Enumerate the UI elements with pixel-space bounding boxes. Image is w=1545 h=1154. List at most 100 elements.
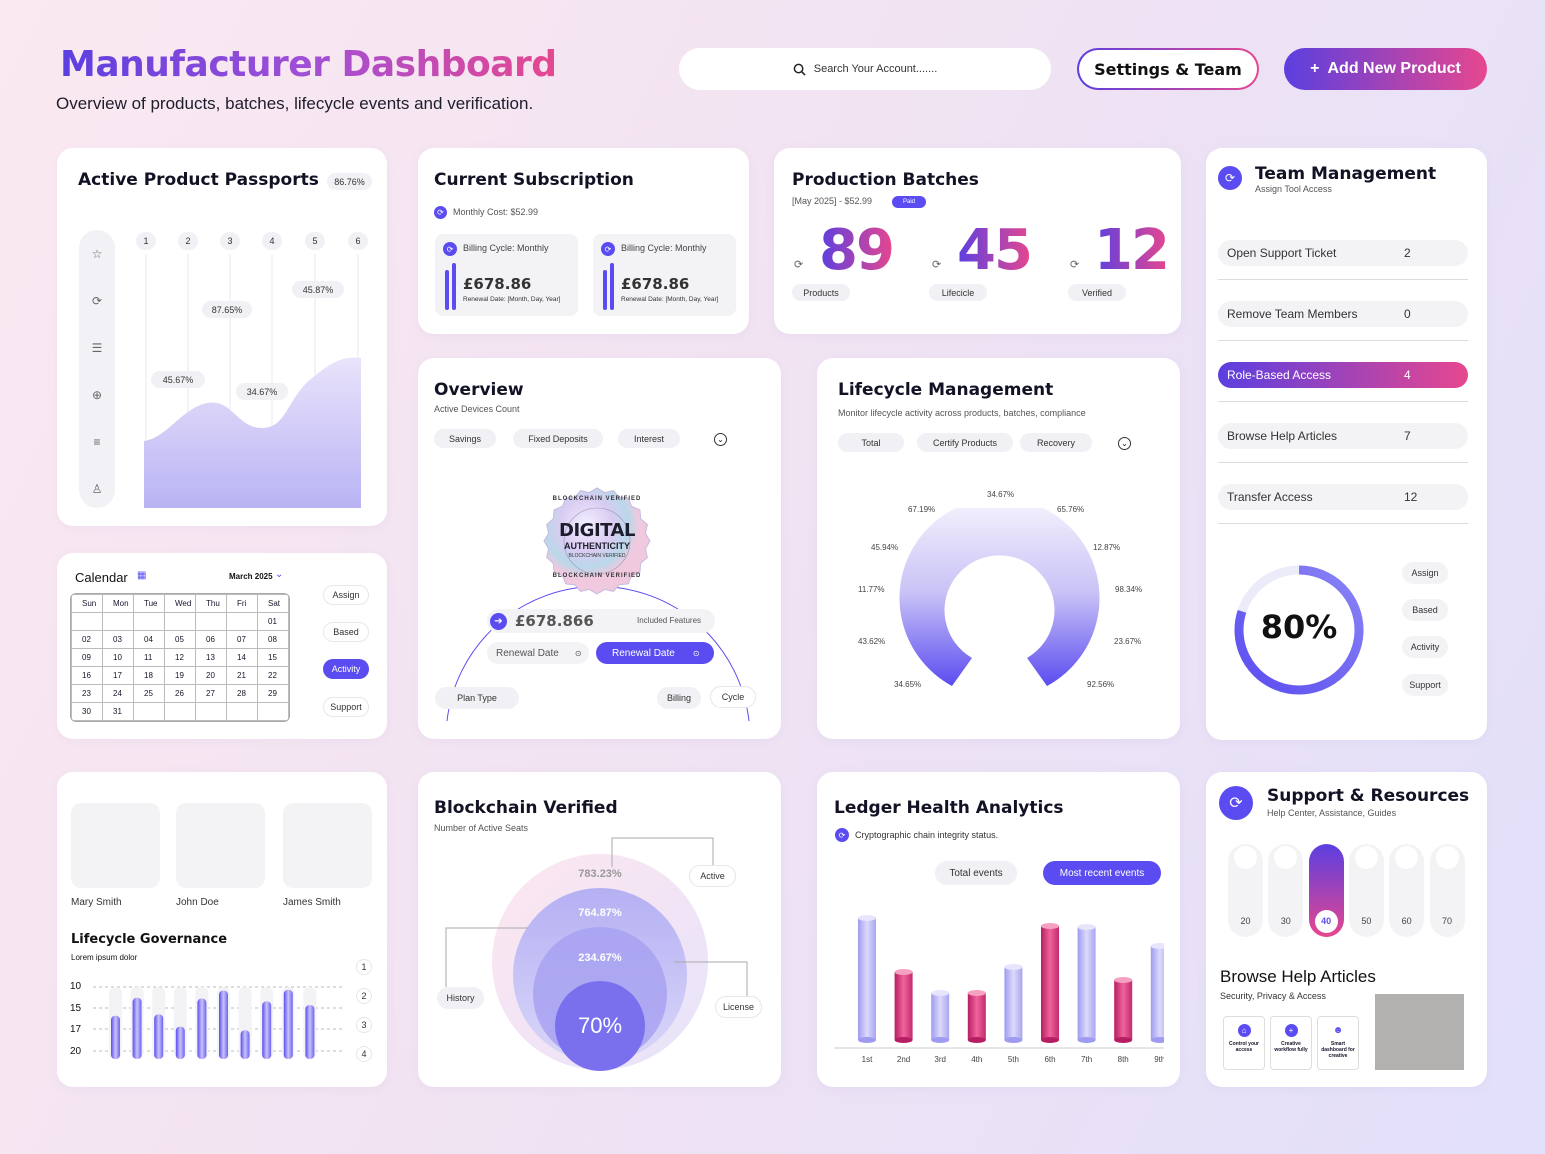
calendar-day[interactable]: 16 — [71, 666, 103, 685]
tab-savings[interactable]: Savings — [434, 429, 496, 448]
avatar[interactable] — [176, 803, 265, 888]
team-row[interactable]: Remove Team Members 0 — [1218, 301, 1468, 327]
ledger-bar[interactable] — [1041, 923, 1059, 1043]
calendar-day[interactable]: 01 — [257, 612, 289, 631]
calendar-day[interactable]: 04 — [133, 630, 165, 649]
help-tile[interactable]: ⌂ Control your access — [1223, 1016, 1265, 1070]
governance-bar[interactable] — [283, 989, 293, 1059]
team-row-active[interactable]: Role-Based Access 4 — [1218, 362, 1468, 388]
month-select[interactable]: March 2025 — [229, 572, 273, 581]
renewal-date-button[interactable]: Renewal Date ⊙ — [487, 642, 589, 664]
assign-button[interactable]: Assign — [323, 585, 369, 605]
calendar-day[interactable]: 25 — [133, 684, 165, 703]
calendar-day[interactable]: 12 — [164, 648, 196, 667]
calendar-day[interactable]: 31 — [102, 702, 134, 721]
search-input[interactable]: Search Your Account....... — [679, 48, 1051, 90]
tab-most-recent-events[interactable]: Most recent events — [1043, 861, 1161, 885]
calendar-day[interactable]: 03 — [102, 630, 134, 649]
plan-type-button[interactable]: Plan Type — [435, 687, 519, 709]
calendar-day[interactable]: 26 — [164, 684, 196, 703]
tab-interest[interactable]: Interest — [618, 429, 680, 448]
level-slider[interactable]: 70 — [1429, 844, 1465, 937]
level-slider[interactable]: 50 — [1348, 844, 1384, 937]
calendar-day[interactable] — [164, 612, 196, 631]
chevron-down-icon[interactable]: ⌄ — [1118, 437, 1131, 450]
refresh-icon[interactable]: ⟳ — [91, 294, 103, 308]
calendar-day[interactable] — [164, 702, 196, 721]
calendar-day[interactable]: 29 — [257, 684, 289, 703]
calendar-day[interactable]: 08 — [257, 630, 289, 649]
ledger-bar[interactable] — [931, 990, 950, 1043]
chevron-down-icon[interactable]: ⌄ — [275, 569, 284, 580]
billing-button[interactable]: Billing — [657, 687, 701, 709]
calendar-day[interactable] — [71, 612, 103, 631]
calendar-day[interactable]: 24 — [102, 684, 134, 703]
ledger-bar[interactable] — [1077, 924, 1096, 1043]
calendar-day[interactable] — [257, 702, 289, 721]
calendar-day[interactable] — [133, 702, 165, 721]
checklist-icon[interactable]: ☰ — [91, 341, 103, 355]
tab-certify-products[interactable]: Certify Products — [917, 433, 1013, 452]
ledger-bar[interactable] — [894, 969, 913, 1043]
governance-bar[interactable] — [305, 1005, 315, 1059]
team-row[interactable]: Open Support Ticket 2 — [1218, 240, 1468, 266]
governance-bar[interactable] — [262, 1001, 272, 1059]
calendar-day[interactable]: 20 — [195, 666, 227, 685]
calendar-day[interactable] — [195, 702, 227, 721]
team-row[interactable]: Transfer Access 12 — [1218, 484, 1468, 510]
settings-team-button[interactable]: Settings & Team — [1077, 48, 1259, 90]
license-label[interactable]: License — [715, 996, 762, 1018]
level-slider[interactable]: 60 — [1389, 844, 1425, 937]
calendar-day[interactable]: 02 — [71, 630, 103, 649]
billing-card[interactable]: ⟳ Billing Cycle: Monthly £678.86 Renewal… — [593, 234, 736, 316]
star-icon[interactable]: ☆ — [91, 247, 103, 261]
calendar-day[interactable]: 06 — [195, 630, 227, 649]
activity-button[interactable]: Activity — [323, 659, 369, 679]
calendar-day[interactable] — [102, 612, 134, 631]
calendar-day[interactable]: 07 — [226, 630, 258, 649]
tab-recovery[interactable]: Recovery — [1020, 433, 1092, 452]
calendar-day[interactable]: 27 — [195, 684, 227, 703]
ledger-bar[interactable] — [1004, 964, 1023, 1043]
governance-bar[interactable] — [132, 997, 142, 1059]
level-slider[interactable]: 40 — [1308, 844, 1344, 937]
renewal-date-active-button[interactable]: Renewal Date ⊙ — [596, 642, 714, 664]
calendar-day[interactable]: 14 — [226, 648, 258, 667]
support-button[interactable]: Support — [323, 697, 369, 717]
governance-bar[interactable] — [175, 1026, 185, 1059]
governance-bar[interactable] — [219, 990, 228, 1059]
ledger-bar[interactable] — [1114, 977, 1133, 1043]
calendar-day[interactable]: 18 — [133, 666, 165, 685]
based-button[interactable]: Based — [1402, 599, 1448, 621]
assign-button[interactable]: Assign — [1402, 562, 1448, 584]
chevron-down-icon[interactable]: ⌄ — [714, 433, 727, 446]
user-icon[interactable]: ♙ — [91, 482, 103, 496]
governance-bar[interactable] — [240, 1030, 250, 1059]
calendar-day[interactable]: 21 — [226, 666, 258, 685]
ledger-bar[interactable] — [967, 990, 986, 1043]
active-label[interactable]: Active — [689, 865, 736, 887]
tab-fixed-deposits[interactable]: Fixed Deposits — [513, 429, 603, 448]
history-label[interactable]: History — [437, 987, 484, 1009]
governance-bar[interactable] — [154, 1014, 164, 1059]
help-tile[interactable]: + Creative workflow fully — [1270, 1016, 1312, 1070]
calendar-day[interactable]: 10 — [102, 648, 134, 667]
calendar-day[interactable] — [226, 612, 258, 631]
calendar-day[interactable] — [133, 612, 165, 631]
calendar-day[interactable] — [195, 612, 227, 631]
avatar[interactable] — [283, 803, 372, 888]
calendar-day[interactable]: 30 — [71, 702, 103, 721]
activity-button[interactable]: Activity — [1402, 636, 1448, 658]
ledger-bar[interactable] — [858, 915, 876, 1043]
ledger-bar[interactable] — [1150, 943, 1164, 1043]
calendar-day[interactable]: 23 — [71, 684, 103, 703]
calendar-day[interactable]: 17 — [102, 666, 134, 685]
calendar-day[interactable]: 05 — [164, 630, 196, 649]
governance-bar[interactable] — [111, 1015, 120, 1059]
plus-circle-icon[interactable]: ⊕ — [91, 388, 103, 402]
level-slider[interactable]: 30 — [1268, 844, 1304, 937]
governance-bar[interactable] — [197, 998, 207, 1059]
calendar-day[interactable]: 09 — [71, 648, 103, 667]
add-product-button[interactable]: + Add New Product — [1284, 48, 1487, 90]
calendar-day[interactable] — [226, 702, 258, 721]
